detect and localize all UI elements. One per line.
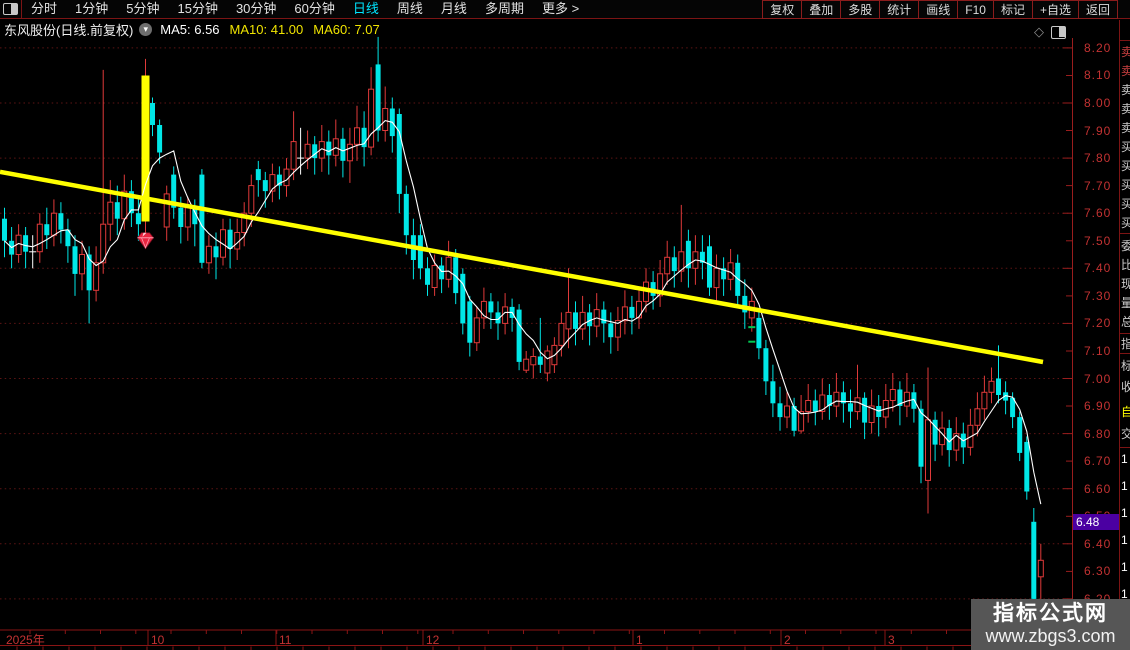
period-tab-10[interactable]: 更多 > xyxy=(541,1,580,16)
diamond-outline-icon[interactable]: ◇ xyxy=(1034,24,1044,39)
toolbar-right-buttons: 复权 叠加 多股 统计 画线 F10 标记 +自选 返回 xyxy=(762,0,1118,19)
diamond-gem-marker xyxy=(136,232,155,250)
period-tab-9[interactable]: 多周期 xyxy=(484,1,524,16)
period-tabs: 分时 1分钟 5分钟 15分钟 30分钟 60分钟 日线 周线 月线 多周期 更多 > xyxy=(22,0,588,18)
back-button[interactable]: 返回 xyxy=(1077,0,1118,19)
panel-text-fragment: 买 xyxy=(1121,217,1130,230)
panel-layout-icon-2[interactable] xyxy=(1051,25,1066,39)
panel-text-fragment: 1 xyxy=(1121,587,1128,601)
ma60-value: MA60: 7.07 xyxy=(313,21,380,37)
period-tab-1[interactable]: 1分钟 xyxy=(75,1,109,16)
period-tab-2[interactable]: 5分钟 xyxy=(126,1,160,16)
period-tab-4[interactable]: 30分钟 xyxy=(235,1,277,16)
panel-text-fragment: 卖 xyxy=(1121,122,1130,135)
panel-text-fragment: 1 xyxy=(1121,506,1128,520)
panel-text-fragment: 卖 xyxy=(1121,103,1130,116)
top-toolbar: 分时 1分钟 5分钟 15分钟 30分钟 60分钟 日线 周线 月线 多周期 更多 > 复权 叠加 多股… xyxy=(0,0,1130,19)
panel-separator xyxy=(1120,40,1130,41)
period-tab-7[interactable]: 周线 xyxy=(396,1,423,16)
period-tab-8[interactable]: 月线 xyxy=(440,1,467,16)
panel-separator xyxy=(1120,333,1130,334)
panel-text-fragment: 买 xyxy=(1121,160,1130,173)
panel-text-fragment: 买 xyxy=(1121,198,1130,211)
symbol-title: 东风股份(日线.前复权) xyxy=(4,22,134,38)
panel-text-fragment: 1 xyxy=(1121,479,1128,493)
panel-text-fragment: 1 xyxy=(1121,452,1128,466)
period-tab-0[interactable]: 分时 xyxy=(31,1,58,16)
watermark-title: 指标公式网 xyxy=(993,602,1108,625)
panel-text-fragment: 卖 xyxy=(1121,46,1130,59)
panel-text-fragment: 买 xyxy=(1121,141,1130,154)
layout-toggle-button[interactable] xyxy=(0,0,22,18)
panel-text-fragment: 买 xyxy=(1121,179,1130,192)
panel-text-fragment: 指 xyxy=(1121,338,1130,351)
legend-right-icons: ◇ xyxy=(1034,24,1066,40)
panel-text-fragment: 比 xyxy=(1121,259,1130,272)
right-panel-clipped-strip: 卖卖卖卖卖买买买买买委比现量总指标收自交111111 xyxy=(1119,20,1130,650)
panel-layout-icon xyxy=(3,3,18,15)
panel-separator xyxy=(1120,233,1130,234)
legend-row: 东风股份(日线.前复权) ▾ MA5: 6.56 MA10: 41.00 MA6… xyxy=(4,21,390,38)
ma10-value: MA10: 41.00 xyxy=(229,21,304,37)
panel-text-fragment: 现 xyxy=(1121,278,1130,291)
panel-text-fragment: 自 xyxy=(1121,406,1130,419)
panel-text-fragment: 卖 xyxy=(1121,65,1130,78)
panel-text-fragment: 1 xyxy=(1121,533,1128,547)
panel-text-fragment: 标 xyxy=(1121,360,1130,373)
panel-text-fragment: 卖 xyxy=(1121,84,1130,97)
period-tab-3[interactable]: 15分钟 xyxy=(177,1,218,16)
ma5-value: MA5: 6.56 xyxy=(160,21,220,37)
watermark: 指标公式网 www.zbgs3.com xyxy=(971,599,1130,650)
panel-text-fragment: 量 xyxy=(1121,297,1130,310)
period-tab-6[interactable]: 日线 xyxy=(352,1,379,16)
panel-text-fragment: 收 xyxy=(1121,381,1130,394)
panel-separator xyxy=(1120,447,1130,448)
panel-text-fragment: 交 xyxy=(1121,428,1130,441)
period-tab-5[interactable]: 60分钟 xyxy=(294,1,335,16)
panel-separator xyxy=(1120,353,1130,354)
panel-text-fragment: 总 xyxy=(1121,316,1130,329)
panel-text-fragment: 委 xyxy=(1121,240,1130,253)
watermark-url: www.zbgs3.com xyxy=(985,626,1116,646)
panel-text-fragment: 1 xyxy=(1121,560,1128,574)
chevron-down-icon[interactable]: ▾ xyxy=(139,22,153,36)
